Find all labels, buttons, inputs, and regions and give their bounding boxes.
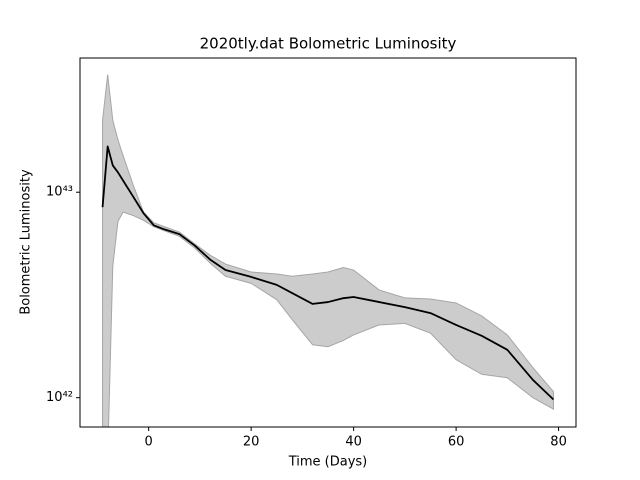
- y-axis-label: Bolometric Luminosity: [19, 169, 34, 315]
- confidence-band: [102, 74, 554, 427]
- y-tick-label: 10⁴²: [46, 390, 73, 405]
- x-tick-label: 20: [243, 435, 260, 450]
- line: [101, 145, 555, 401]
- x-tick-label: 40: [345, 435, 362, 450]
- plot-area: [101, 74, 555, 427]
- x-tick-label: 60: [448, 435, 465, 450]
- x-tick-label: 0: [145, 435, 153, 450]
- x-axis-label: Time (Days): [288, 455, 368, 470]
- x-tick-label: 80: [550, 435, 567, 450]
- axes-frame: [79, 57, 577, 428]
- y-tick-label: 10⁴³: [46, 185, 73, 200]
- chart-title: 2020tly.dat Bolometric Luminosity: [200, 35, 457, 53]
